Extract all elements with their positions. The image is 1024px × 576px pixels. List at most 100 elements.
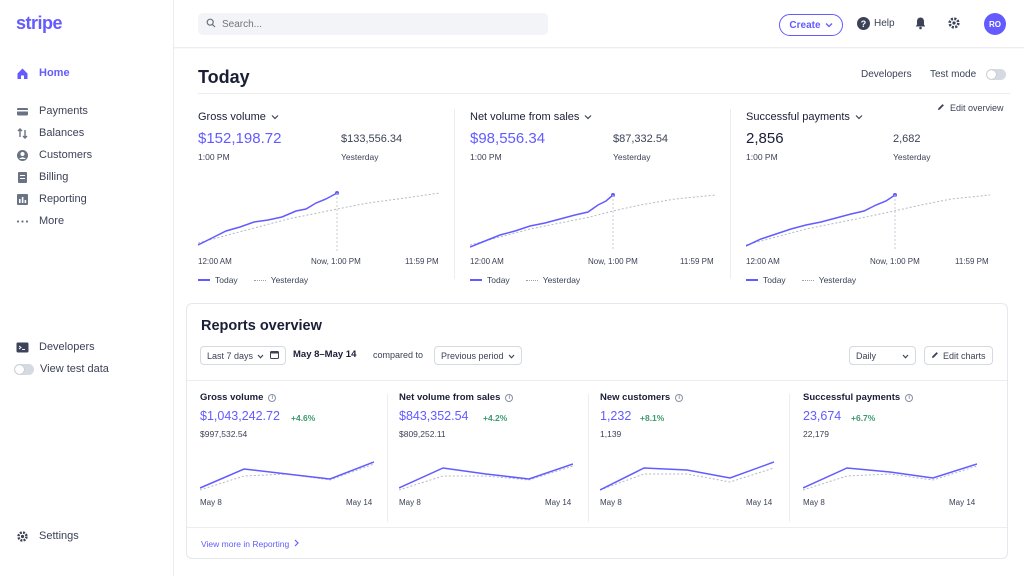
axis-end-label: 11:59 PM bbox=[680, 257, 714, 266]
report-label: Successful payments i bbox=[803, 392, 914, 403]
divider bbox=[730, 109, 731, 279]
legend-yesterday: Yesterday bbox=[801, 275, 856, 285]
x-end-label: May 14 bbox=[949, 498, 976, 507]
page-title: Today bbox=[198, 67, 250, 87]
report-sparkline bbox=[600, 461, 774, 491]
metric-label: Successful payments bbox=[746, 111, 850, 123]
axis-end-label: 11:59 PM bbox=[955, 257, 989, 266]
create-button[interactable]: Create bbox=[779, 14, 843, 36]
compared-to-label: compared to bbox=[373, 350, 424, 360]
previous-period-line bbox=[803, 465, 977, 491]
metric-value: $98,556.34 bbox=[470, 130, 546, 147]
search-box[interactable] bbox=[198, 13, 548, 35]
avatar[interactable]: RO bbox=[984, 13, 1006, 35]
today-line bbox=[746, 194, 896, 247]
sidebar-item-customers[interactable]: Customers bbox=[16, 145, 92, 165]
report-card-gross-volume[interactable]: Gross volume i $1,043,242.72 +4.6% $997,5… bbox=[200, 392, 375, 512]
developers-link[interactable]: Developers bbox=[861, 69, 912, 80]
sidebar-item-settings[interactable]: Settings bbox=[16, 526, 79, 546]
sidebar-item-payments[interactable]: Payments bbox=[16, 101, 88, 121]
customers-icon bbox=[16, 149, 29, 162]
divider bbox=[187, 527, 1007, 528]
chevron-down-icon bbox=[825, 20, 833, 31]
report-card-successful-payments[interactable]: Successful payments i 23,674 +6.7% 22,179… bbox=[803, 392, 978, 512]
report-sparkline bbox=[200, 461, 374, 491]
axis-start-label: 12:00 AM bbox=[470, 257, 504, 266]
report-card-net-volume[interactable]: Net volume from sales i $843,352.54 +4.2%… bbox=[399, 392, 574, 512]
sidebar-item-label: Payments bbox=[39, 105, 88, 117]
bell-icon[interactable] bbox=[914, 16, 927, 33]
info-icon: i bbox=[268, 393, 277, 402]
previous-label: Yesterday bbox=[893, 152, 931, 162]
divider bbox=[454, 109, 455, 279]
chevron-down-icon bbox=[902, 351, 909, 361]
report-value: $1,043,242.72 bbox=[200, 409, 280, 423]
chart-legend: Today Yesterday bbox=[746, 275, 856, 285]
period-select[interactable]: Last 7 days bbox=[200, 346, 287, 365]
metric-value: 2,856 bbox=[746, 130, 784, 147]
main-content: Today Developers Test mode Edit overview… bbox=[174, 49, 1024, 576]
today-card-successful-payments: Successful payments 2,856 1:00 PM 2,682 … bbox=[746, 111, 1006, 286]
today-card-net-volume: Net volume from sales $98,556.34 1:00 PM… bbox=[470, 111, 730, 286]
chevron-down-icon bbox=[855, 111, 863, 123]
help-icon: ? bbox=[857, 17, 870, 30]
report-previous: $997,532.54 bbox=[200, 429, 248, 439]
previous-value: $87,332.54 bbox=[613, 133, 669, 145]
test-mode-label: Test mode bbox=[930, 69, 977, 80]
interval-label: Daily bbox=[856, 350, 877, 361]
calendar-icon bbox=[270, 350, 280, 361]
edit-overview-button[interactable]: Edit overview bbox=[937, 103, 1004, 113]
divider bbox=[387, 394, 388, 522]
sidebar-item-developers[interactable]: Developers bbox=[16, 337, 95, 357]
report-previous: $809,252.11 bbox=[399, 429, 446, 439]
billing-icon bbox=[16, 171, 29, 184]
legend-today: Today bbox=[470, 275, 510, 285]
stripe-logo[interactable]: stripe bbox=[16, 13, 63, 33]
comparison-select[interactable]: Previous period bbox=[434, 346, 522, 365]
view-test-data-toggle[interactable]: View test data bbox=[14, 359, 109, 379]
report-delta: +4.2% bbox=[483, 413, 508, 423]
previous-label: Yesterday bbox=[341, 152, 379, 162]
sidebar-item-label: Settings bbox=[39, 530, 79, 542]
x-end-label: May 14 bbox=[346, 498, 373, 507]
legend-yesterday: Yesterday bbox=[253, 275, 308, 285]
metric-selector[interactable]: Successful payments bbox=[746, 111, 863, 123]
settings-gear-icon[interactable] bbox=[947, 16, 961, 33]
sidebar-item-billing[interactable]: Billing bbox=[16, 167, 68, 187]
create-label: Create bbox=[789, 19, 821, 31]
report-delta: +4.6% bbox=[291, 413, 316, 423]
reports-title: Reports overview bbox=[201, 318, 322, 334]
chevron-down-icon bbox=[271, 111, 279, 123]
sidebar-item-balances[interactable]: Balances bbox=[16, 123, 84, 143]
edit-charts-button[interactable]: Edit charts bbox=[924, 346, 993, 365]
sidebar-item-label: Reporting bbox=[39, 193, 87, 205]
report-sparkline bbox=[803, 463, 977, 491]
previous-value: 2,682 bbox=[893, 133, 921, 145]
legend-today: Today bbox=[746, 275, 786, 285]
axis-now-label: Now, 1:00 PM bbox=[311, 257, 361, 266]
sidebar-item-label: Billing bbox=[39, 171, 69, 183]
divider bbox=[789, 394, 790, 522]
test-data-switch[interactable] bbox=[14, 363, 34, 375]
search-input[interactable] bbox=[222, 18, 522, 30]
metric-selector[interactable]: Gross volume bbox=[198, 111, 279, 123]
test-mode-toggle[interactable] bbox=[986, 69, 1006, 80]
view-more-reporting-link[interactable]: View more in Reporting bbox=[201, 539, 300, 549]
axis-now-label: Now, 1:00 PM bbox=[870, 257, 920, 266]
sidebar-item-home[interactable]: Home bbox=[16, 63, 70, 83]
home-icon bbox=[16, 67, 29, 80]
axis-start-label: 12:00 AM bbox=[746, 257, 780, 266]
info-icon: i bbox=[505, 393, 514, 402]
info-icon: i bbox=[905, 393, 914, 402]
metric-time: 1:00 PM bbox=[470, 152, 502, 162]
interval-select[interactable]: Daily bbox=[849, 346, 916, 365]
report-delta: +6.7% bbox=[851, 413, 876, 423]
help-button[interactable]: ? Help bbox=[857, 17, 895, 30]
today-card-gross-volume: Gross volume $152,198.72 1:00 PM $133,55… bbox=[198, 111, 458, 286]
axis-start-label: 12:00 AM bbox=[198, 257, 232, 266]
chevron-down-icon bbox=[584, 111, 592, 123]
sidebar-item-reporting[interactable]: Reporting bbox=[16, 189, 87, 209]
report-card-new-customers[interactable]: New customers i 1,232 +8.1% 1,139 May 8 M… bbox=[600, 392, 775, 512]
metric-selector[interactable]: Net volume from sales bbox=[470, 111, 592, 123]
sidebar-item-more[interactable]: More bbox=[16, 211, 64, 231]
